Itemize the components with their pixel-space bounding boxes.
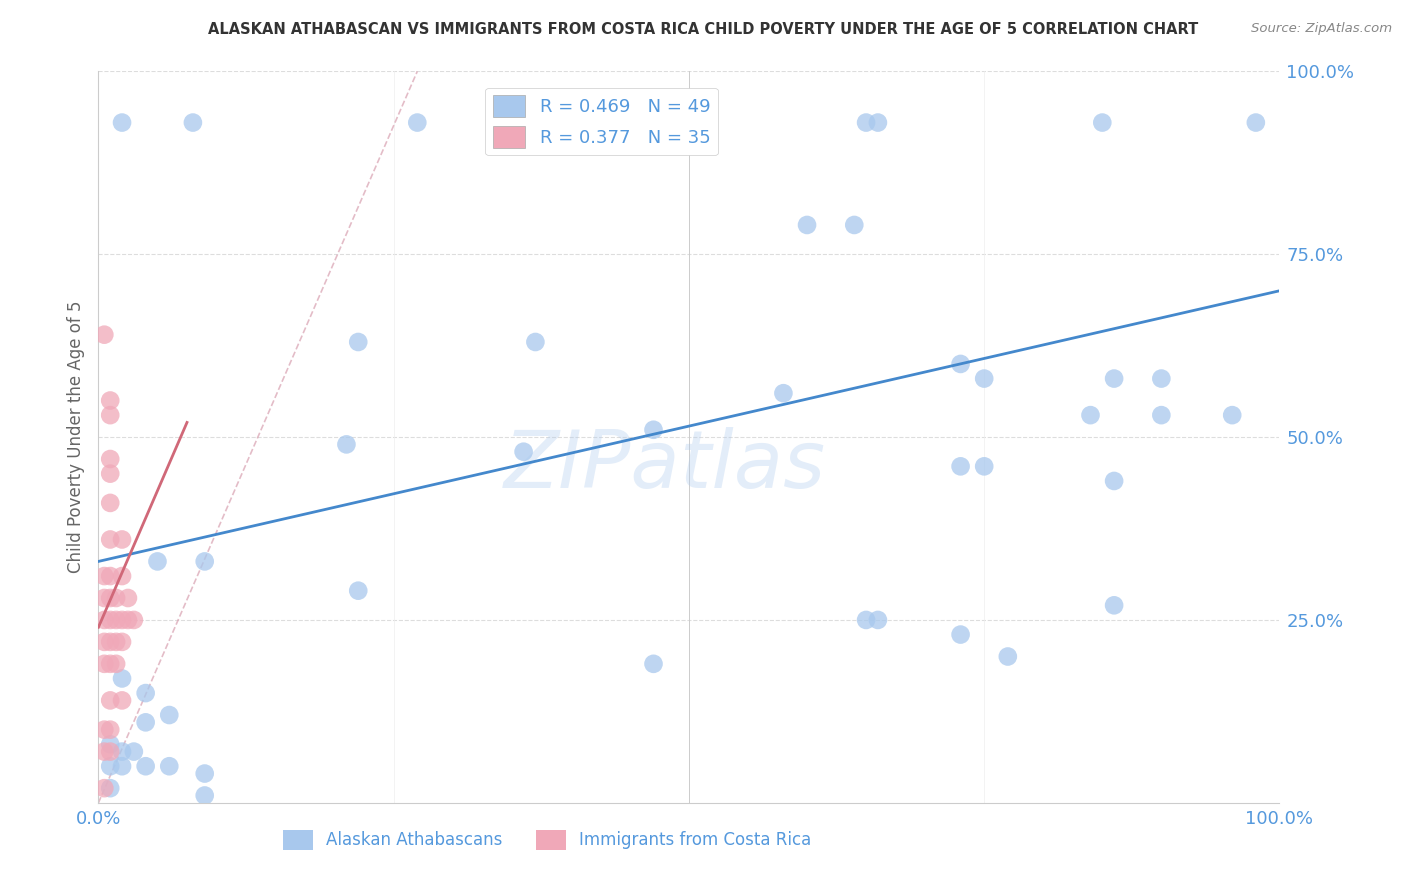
Point xyxy=(135,686,157,700)
Point xyxy=(973,459,995,474)
Point xyxy=(98,657,121,671)
Point xyxy=(135,715,157,730)
Point xyxy=(1150,408,1173,422)
Point xyxy=(98,745,121,759)
Point xyxy=(406,115,429,129)
Point xyxy=(347,583,370,598)
Point xyxy=(105,657,128,671)
Point xyxy=(98,467,121,481)
Point xyxy=(93,657,115,671)
Point xyxy=(98,723,121,737)
Point xyxy=(98,496,121,510)
Point xyxy=(122,613,145,627)
Point xyxy=(1220,408,1243,422)
Point xyxy=(98,613,121,627)
Point xyxy=(1244,115,1267,129)
Point xyxy=(643,657,665,671)
Legend: Alaskan Athabascans, Immigrants from Costa Rica: Alaskan Athabascans, Immigrants from Cos… xyxy=(276,823,818,856)
Text: Source: ZipAtlas.com: Source: ZipAtlas.com xyxy=(1251,22,1392,36)
Point xyxy=(181,115,204,129)
Point xyxy=(98,452,121,467)
Point xyxy=(157,759,180,773)
Point xyxy=(98,693,121,707)
Point xyxy=(973,371,995,385)
Point xyxy=(512,444,534,458)
Point xyxy=(111,115,134,129)
Point xyxy=(194,766,217,780)
Point xyxy=(844,218,866,232)
Point xyxy=(135,759,157,773)
Point xyxy=(335,437,357,451)
Point xyxy=(98,408,121,422)
Point xyxy=(1102,474,1125,488)
Point xyxy=(194,554,217,568)
Text: ALASKAN ATHABASCAN VS IMMIGRANTS FROM COSTA RICA CHILD POVERTY UNDER THE AGE OF : ALASKAN ATHABASCAN VS IMMIGRANTS FROM CO… xyxy=(208,22,1198,37)
Point xyxy=(105,591,128,605)
Point xyxy=(643,423,665,437)
Point xyxy=(93,327,115,342)
Point xyxy=(93,591,115,605)
Point xyxy=(117,591,139,605)
Point xyxy=(1091,115,1114,129)
Point xyxy=(643,115,665,129)
Point xyxy=(98,569,121,583)
Point xyxy=(949,459,972,474)
Point xyxy=(117,613,139,627)
Point xyxy=(949,357,972,371)
Point xyxy=(111,569,134,583)
Text: ZIPatlas: ZIPatlas xyxy=(505,427,827,506)
Point xyxy=(98,591,121,605)
Point xyxy=(98,533,121,547)
Point xyxy=(866,115,889,129)
Point xyxy=(157,708,180,723)
Point xyxy=(105,635,128,649)
Point xyxy=(796,218,818,232)
Point xyxy=(1150,371,1173,385)
Point xyxy=(105,613,128,627)
Point xyxy=(524,334,547,349)
Point xyxy=(855,613,877,627)
Point xyxy=(1102,371,1125,385)
Point xyxy=(111,745,134,759)
Point xyxy=(93,635,115,649)
Point xyxy=(98,393,121,408)
Point xyxy=(93,781,115,796)
Point xyxy=(111,672,134,686)
Point xyxy=(98,635,121,649)
Point xyxy=(1102,599,1125,613)
Point xyxy=(194,789,217,803)
Point xyxy=(997,649,1019,664)
Point xyxy=(146,554,169,568)
Point xyxy=(98,759,121,773)
Point xyxy=(111,693,134,707)
Point xyxy=(347,334,370,349)
Point xyxy=(111,613,134,627)
Y-axis label: Child Poverty Under the Age of 5: Child Poverty Under the Age of 5 xyxy=(66,301,84,574)
Point xyxy=(855,115,877,129)
Point xyxy=(111,635,134,649)
Point xyxy=(1080,408,1102,422)
Point xyxy=(111,759,134,773)
Point xyxy=(949,627,972,641)
Point xyxy=(98,737,121,751)
Point xyxy=(93,569,115,583)
Point xyxy=(772,386,794,401)
Point xyxy=(93,613,115,627)
Point xyxy=(122,745,145,759)
Point xyxy=(866,613,889,627)
Point xyxy=(98,781,121,796)
Point xyxy=(93,723,115,737)
Point xyxy=(93,745,115,759)
Point xyxy=(111,533,134,547)
